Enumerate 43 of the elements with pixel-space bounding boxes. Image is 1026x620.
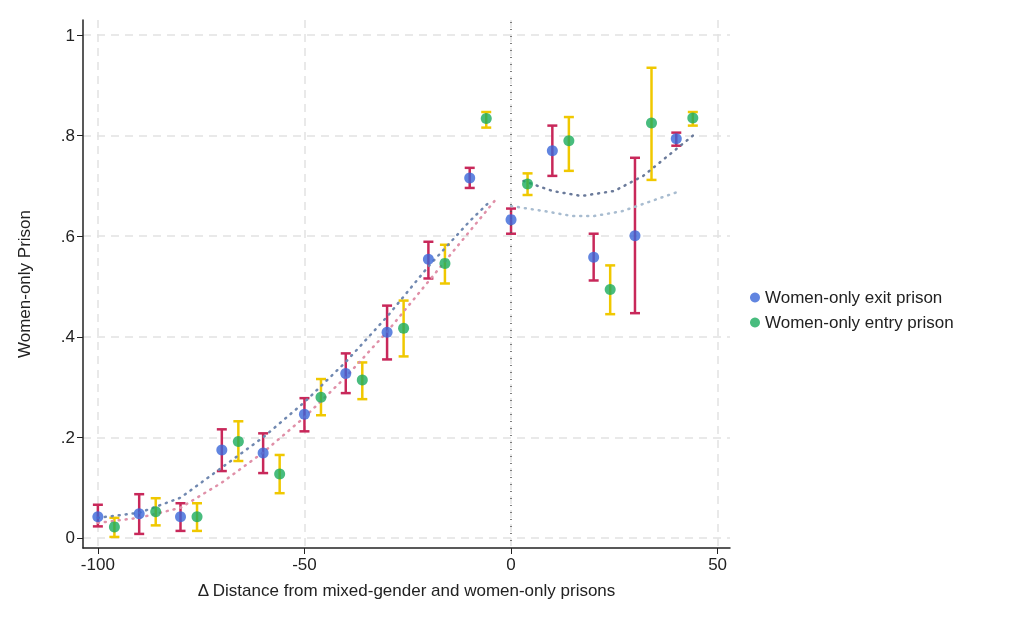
point bbox=[588, 251, 600, 263]
point bbox=[340, 368, 352, 380]
point bbox=[133, 508, 145, 520]
point bbox=[108, 521, 120, 533]
x-tick-label: -100 bbox=[80, 555, 115, 574]
legend-label: Women-only entry prison bbox=[765, 313, 954, 332]
y-axis-title: Women-only Prison bbox=[15, 209, 34, 359]
point bbox=[480, 113, 492, 125]
point bbox=[232, 435, 244, 447]
x-axis-title: Δ Distance from mixed-gender and women-only prisons bbox=[197, 581, 616, 600]
point bbox=[546, 145, 558, 157]
point bbox=[175, 511, 186, 523]
y-tick-label: .6 bbox=[60, 226, 75, 246]
point bbox=[92, 511, 104, 523]
y-tick-label: .2 bbox=[60, 427, 75, 447]
y-tick-label: .4 bbox=[60, 327, 75, 347]
x-tick-label: -50 bbox=[292, 555, 317, 574]
x-tick-label: 0 bbox=[506, 555, 516, 574]
point bbox=[216, 444, 228, 456]
x-tick-label: 50 bbox=[708, 555, 728, 574]
point bbox=[381, 326, 393, 338]
y-tick-label: 1 bbox=[65, 25, 75, 45]
y-tick-label: 0 bbox=[65, 528, 75, 548]
point bbox=[274, 468, 286, 480]
point bbox=[439, 257, 451, 269]
point bbox=[257, 447, 269, 459]
point bbox=[356, 374, 368, 386]
point bbox=[464, 172, 476, 184]
point bbox=[150, 506, 162, 518]
point bbox=[522, 178, 534, 190]
point bbox=[398, 322, 410, 334]
point bbox=[191, 511, 203, 523]
legend-label: Women-only exit prison bbox=[765, 288, 943, 307]
point bbox=[422, 253, 434, 265]
y-tick-label: .8 bbox=[60, 126, 75, 146]
point bbox=[646, 117, 657, 129]
line-series bbox=[522, 134, 695, 198]
point bbox=[629, 230, 641, 242]
point bbox=[315, 391, 327, 403]
point bbox=[298, 408, 310, 420]
point bbox=[604, 284, 616, 296]
point bbox=[563, 135, 575, 147]
point bbox=[505, 214, 517, 226]
